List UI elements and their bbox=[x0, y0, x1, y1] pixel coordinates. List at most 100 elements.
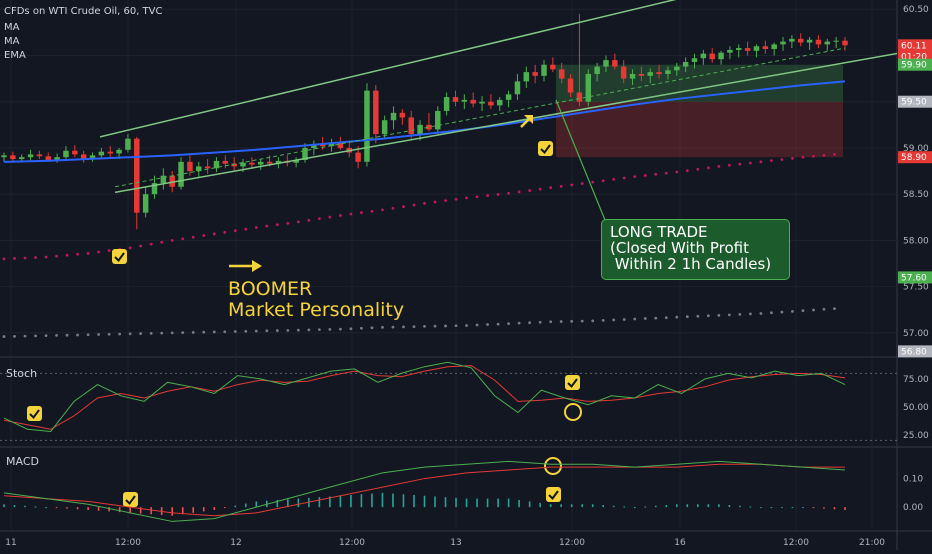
price-tick-label: 58.00 bbox=[903, 236, 929, 246]
ema-dot bbox=[822, 307, 826, 311]
indicator-ma-2[interactable]: MA bbox=[4, 36, 20, 47]
ema-dot bbox=[801, 309, 805, 313]
candle-body bbox=[187, 161, 193, 172]
ma-dot bbox=[139, 244, 143, 248]
indicator-ema[interactable]: EMA bbox=[4, 50, 26, 61]
ema-dot bbox=[97, 333, 101, 336]
ema-dot bbox=[296, 328, 300, 332]
ema-dot bbox=[139, 332, 143, 335]
ma-dot bbox=[275, 223, 279, 227]
ma-dot bbox=[507, 191, 510, 195]
time-axis-label: 12:00 bbox=[783, 538, 809, 548]
price-tick-label: 58.50 bbox=[903, 190, 929, 200]
macd-histogram-bar bbox=[234, 505, 237, 508]
indicator-ma-1[interactable]: MA bbox=[4, 22, 20, 33]
ma-dot bbox=[748, 161, 752, 165]
ema-dot bbox=[23, 334, 27, 338]
candle-body bbox=[727, 49, 733, 53]
ma-dot bbox=[170, 239, 174, 242]
candle-body bbox=[142, 194, 149, 213]
ema-dot bbox=[601, 319, 605, 322]
price-tick-label: 59.00 bbox=[903, 144, 929, 154]
candle-body bbox=[134, 138, 140, 213]
candle-body bbox=[620, 66, 627, 79]
time-axis-label: 12:00 bbox=[339, 538, 365, 548]
ema-dot bbox=[86, 333, 90, 337]
candle-body bbox=[815, 39, 822, 45]
stoch-pane-label[interactable]: Stoch bbox=[6, 367, 38, 380]
ema-dot bbox=[706, 314, 710, 318]
ma-dot bbox=[780, 158, 784, 161]
macd-pane-label[interactable]: MACD bbox=[6, 455, 39, 468]
check-icon-macd-right-mark bbox=[548, 490, 559, 501]
ma-line bbox=[3, 80, 846, 163]
candle-body bbox=[443, 97, 450, 111]
price-tag-bg bbox=[898, 345, 932, 358]
candle-body bbox=[452, 97, 459, 102]
candle-body bbox=[1, 155, 7, 158]
ema-dot bbox=[118, 332, 122, 336]
ema-dot bbox=[55, 334, 58, 337]
candle-body bbox=[682, 61, 689, 67]
candle-body bbox=[293, 159, 299, 163]
candle-body bbox=[780, 41, 786, 45]
macd-histogram-bar bbox=[802, 507, 804, 509]
ema-dot bbox=[612, 318, 616, 322]
ma-dot bbox=[212, 232, 216, 236]
ma-dot bbox=[580, 182, 584, 185]
ma-dot bbox=[328, 215, 332, 219]
stoch-d-line bbox=[3, 365, 846, 430]
macd-histogram-bar bbox=[812, 507, 815, 509]
candle-body bbox=[399, 112, 406, 118]
macd-histogram-bar bbox=[118, 507, 121, 513]
ma-dot bbox=[423, 202, 426, 205]
ema-dot bbox=[181, 331, 185, 335]
stoch-tick-label: 25.00 bbox=[903, 431, 929, 441]
ma-dot bbox=[496, 193, 500, 196]
macd-histogram-bar bbox=[465, 498, 468, 508]
boomer-subtitle: Market Personality bbox=[228, 299, 405, 321]
candle-body bbox=[364, 90, 370, 162]
ema-dot bbox=[128, 332, 132, 336]
ema-dot bbox=[622, 318, 626, 321]
candle-body bbox=[328, 142, 335, 147]
macd-histogram-bar bbox=[55, 507, 58, 509]
macd-histogram-bar bbox=[560, 504, 562, 508]
candle-body bbox=[45, 156, 52, 160]
ma-dot bbox=[433, 200, 437, 204]
ma-dot bbox=[591, 180, 595, 184]
ma-dot bbox=[339, 214, 342, 217]
ma-dot bbox=[307, 218, 311, 222]
price-tag-label: 59.50 bbox=[901, 98, 927, 108]
ma-dot bbox=[360, 211, 363, 215]
macd-histogram-bar bbox=[360, 494, 363, 508]
ema-dot bbox=[202, 330, 206, 334]
macd-histogram-bar bbox=[350, 495, 352, 508]
symbol-title[interactable]: CFDs on WTI Crude Oil, 60, TVC bbox=[4, 6, 163, 17]
macd-histogram-bar bbox=[833, 507, 836, 510]
candle-body bbox=[470, 99, 476, 104]
ma-dot bbox=[76, 252, 79, 256]
ma-dot bbox=[643, 174, 647, 177]
ma-dot bbox=[286, 221, 290, 225]
candle-body bbox=[89, 155, 96, 160]
candle-body bbox=[718, 52, 724, 60]
macd-histogram-bar bbox=[770, 507, 773, 509]
candle-body bbox=[523, 72, 530, 82]
ema-dot bbox=[696, 314, 700, 318]
check-icon-macd-left-mark bbox=[125, 495, 136, 506]
macd-histogram-bar bbox=[444, 497, 447, 508]
macd-histogram-bar bbox=[507, 498, 510, 508]
macd-histogram-bar bbox=[97, 507, 100, 511]
price-tag-label: 60.11 bbox=[901, 41, 927, 51]
ema-dot bbox=[286, 328, 290, 332]
ma-dot bbox=[13, 257, 16, 260]
ma-dot bbox=[128, 246, 132, 250]
ema-dot bbox=[160, 331, 164, 335]
ema-dot bbox=[465, 324, 468, 327]
macd-histogram-bar bbox=[223, 507, 226, 509]
ma-dot bbox=[444, 199, 447, 203]
macd-histogram-bar bbox=[339, 495, 342, 508]
candle-body bbox=[249, 162, 255, 165]
